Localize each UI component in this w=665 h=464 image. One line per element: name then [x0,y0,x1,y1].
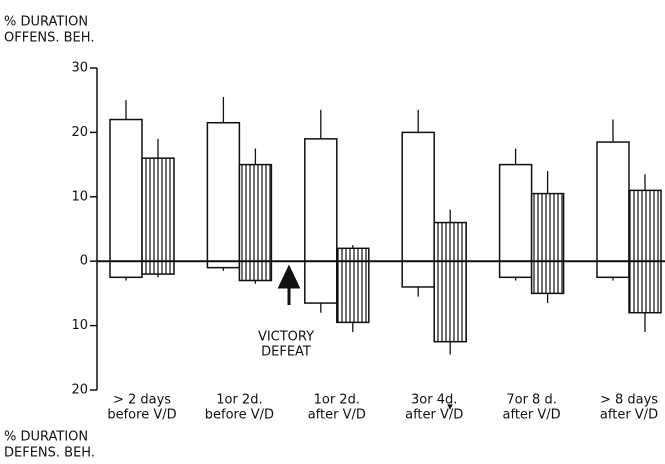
bar [433,221,467,262]
y-tick-label: 30 [71,61,88,76]
bar [628,189,662,262]
y-tick-label: 20 [71,125,88,140]
y-tick-label: 10 [71,189,88,204]
bar [628,260,662,314]
x-tick-label: before V/D [107,408,176,423]
y-label-bottom: DEFENS. BEH. [4,446,95,461]
bar [401,260,435,288]
bar [530,260,565,295]
y-tick-label: 10 [71,318,88,333]
bar [141,260,175,275]
y-label-top: % DURATION [4,15,88,30]
x-tick-label: 3or 4d. [411,393,457,408]
bar [401,131,435,262]
bar [336,247,370,262]
bar [596,141,630,262]
x-tick-label: after V/D [405,408,463,423]
annotation: DEFEAT [261,345,311,360]
bar [498,260,533,279]
x-tick-label: before V/D [205,408,274,423]
x-tick-label: after V/D [600,408,658,423]
bar [304,138,338,262]
bar [109,118,143,262]
bar [530,192,565,262]
bar [304,260,338,304]
x-tick-label: > 8 days [600,393,658,408]
significance: ▾ [447,400,453,413]
bar [336,260,370,324]
y-label-top: OFFENS. BEH. [4,31,94,46]
x-tick-label: after V/D [503,408,561,423]
bar [141,157,175,262]
bar [206,121,241,262]
x-tick-label: 7or 8 d. [506,393,557,408]
bar [433,260,467,343]
annotation: VICTORY [258,330,314,345]
y-label-bottom: % DURATION [4,430,88,445]
x-tick-label: > 2 days [113,393,171,408]
bar [238,260,273,282]
bar [596,260,630,279]
y-tick-label: 20 [71,383,88,398]
bar [238,163,273,262]
x-tick-label: 1or 2d. [314,393,360,408]
bar [498,163,533,262]
x-tick-label: 1or 2d. [216,393,262,408]
arrow [277,264,301,305]
x-tick-label: after V/D [308,408,366,423]
bar [109,260,143,279]
y-tick-label: 0 [80,254,88,269]
